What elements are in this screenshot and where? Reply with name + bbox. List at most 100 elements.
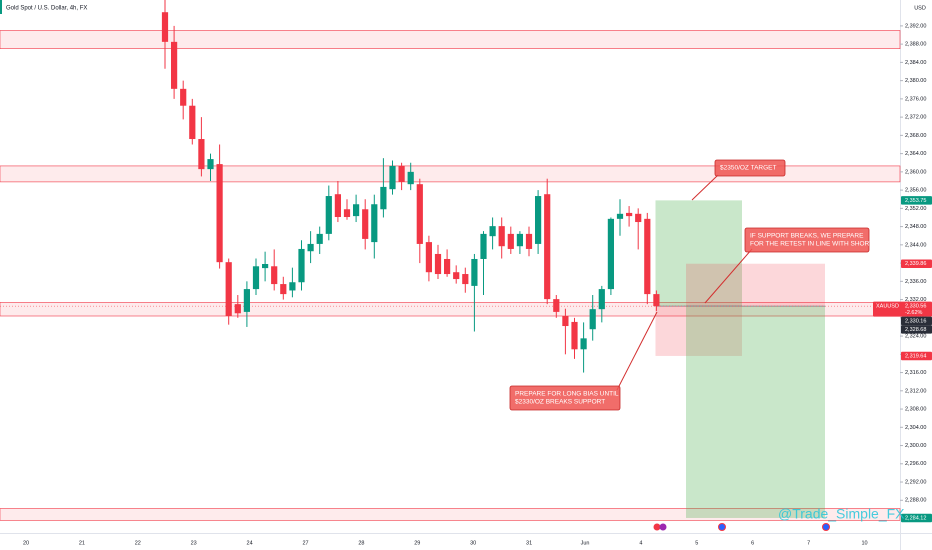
candle-body bbox=[161, 12, 169, 42]
candle-body bbox=[325, 196, 332, 234]
candle-body bbox=[471, 258, 478, 286]
resistance-zone bbox=[0, 165, 901, 183]
candle-body bbox=[298, 248, 305, 283]
annotations: $2350/OZ TARGET IF SUPPORT BREAKS, WE PRE… bbox=[509, 159, 878, 411]
x-tick-label: Jun bbox=[581, 540, 590, 546]
price-badge bbox=[901, 351, 932, 361]
candle-body bbox=[589, 309, 596, 330]
candle-body bbox=[462, 274, 469, 285]
price-badge-label: 2,330.16 bbox=[905, 318, 926, 324]
candle-body bbox=[252, 266, 260, 290]
left-marker bbox=[0, 0, 2, 14]
current-price-label: 2,330.56 bbox=[905, 304, 926, 310]
price-badge-label: 2,328.68 bbox=[905, 327, 926, 333]
candle-body bbox=[243, 289, 250, 312]
candle-body bbox=[180, 88, 187, 106]
y-tick-label: 2,364.00 bbox=[905, 151, 926, 157]
annotation-connector bbox=[704, 248, 753, 304]
y-tick-label: 2,336.00 bbox=[905, 279, 926, 285]
x-tick-label: 23 bbox=[191, 540, 197, 546]
zones bbox=[0, 30, 901, 521]
x-tick-label: 24 bbox=[247, 540, 253, 546]
candle-body bbox=[616, 213, 624, 219]
candle-body bbox=[225, 262, 232, 316]
y-tick-label: 2,332.00 bbox=[905, 297, 926, 303]
event-icon bbox=[659, 523, 667, 531]
candle-body bbox=[516, 233, 523, 247]
candle-body bbox=[571, 321, 578, 350]
candle-body bbox=[234, 304, 241, 314]
symbol-label: XAUUSD bbox=[876, 304, 899, 310]
candle-body bbox=[444, 258, 451, 275]
y-tick-label: 2,316.00 bbox=[905, 370, 926, 376]
x-tick-label: 4 bbox=[639, 540, 642, 546]
annotation-box bbox=[744, 227, 870, 253]
annotation-text: FOR THE RETEST IN LINE WITH SHORTS bbox=[750, 241, 878, 248]
candle-body bbox=[498, 226, 505, 247]
y-tick-label: 2,356.00 bbox=[905, 188, 926, 194]
watermark: @Trade_Simple_FX bbox=[778, 506, 905, 522]
candle-body bbox=[553, 299, 560, 312]
candle-body bbox=[562, 316, 569, 327]
candle-body bbox=[525, 233, 533, 249]
y-tick-label: 2,384.00 bbox=[905, 60, 926, 66]
event-icons bbox=[653, 523, 830, 531]
price-badge-label: 2,319.64 bbox=[905, 353, 926, 359]
candle-body bbox=[453, 272, 460, 280]
x-tick-label: 30 bbox=[470, 540, 476, 546]
candle-body bbox=[198, 139, 205, 170]
annotation-box bbox=[714, 159, 786, 177]
candle-body bbox=[434, 253, 442, 275]
x-tick-label: 7 bbox=[807, 540, 810, 546]
candle-body bbox=[380, 186, 387, 210]
candle-body bbox=[398, 165, 405, 182]
candle-body bbox=[189, 105, 196, 140]
candle-body bbox=[607, 218, 614, 290]
candle-body bbox=[171, 41, 178, 89]
y-tick-label: 2,296.00 bbox=[905, 461, 926, 467]
candle-body bbox=[207, 159, 214, 170]
price-badge bbox=[901, 325, 932, 334]
x-tick-label: 5 bbox=[695, 540, 698, 546]
y-tick-label: 2,392.00 bbox=[905, 23, 926, 29]
candle-body bbox=[362, 209, 369, 239]
candle-body bbox=[626, 212, 633, 217]
price-badge bbox=[901, 259, 932, 268]
symbol-title: Gold Spot / U.S. Dollar, 4h, FX bbox=[6, 6, 87, 12]
candle-body bbox=[316, 233, 323, 244]
x-tick-label: 22 bbox=[135, 540, 141, 546]
candle-body bbox=[334, 194, 341, 218]
long-target-area bbox=[655, 200, 742, 307]
candle-body bbox=[580, 338, 587, 350]
candle-body bbox=[353, 204, 360, 217]
candle-body bbox=[635, 213, 642, 223]
resistance-zone bbox=[0, 30, 901, 50]
candle-body bbox=[216, 164, 223, 263]
candle-body bbox=[416, 184, 423, 244]
candle-body bbox=[389, 165, 396, 190]
price-badge bbox=[901, 513, 932, 523]
change-label: -2.62% bbox=[905, 310, 923, 316]
positions bbox=[0, 200, 900, 518]
y-tick-label: 2,348.00 bbox=[905, 224, 926, 230]
x-tick-label: 10 bbox=[861, 540, 867, 546]
candle-body bbox=[289, 282, 296, 291]
y-tick-label: 2,388.00 bbox=[905, 42, 926, 48]
candles bbox=[161, 0, 660, 373]
candle-body bbox=[653, 294, 660, 307]
y-tick-label: 2,312.00 bbox=[905, 388, 926, 394]
y-tick-label: 2,304.00 bbox=[905, 425, 926, 431]
event-icon bbox=[653, 523, 661, 531]
y-tick-label: 2,292.00 bbox=[905, 479, 926, 485]
x-tick-label: 20 bbox=[23, 540, 29, 546]
short-target-area bbox=[686, 306, 825, 518]
candle-body bbox=[598, 289, 605, 310]
long-stop-area bbox=[655, 306, 742, 356]
y-tick-label: 2,288.00 bbox=[905, 498, 926, 504]
event-icon bbox=[822, 523, 830, 531]
resistance-zone bbox=[0, 508, 901, 521]
x-tick-label: 29 bbox=[414, 540, 420, 546]
candle-body bbox=[307, 243, 314, 252]
short-stop-area bbox=[686, 263, 825, 307]
